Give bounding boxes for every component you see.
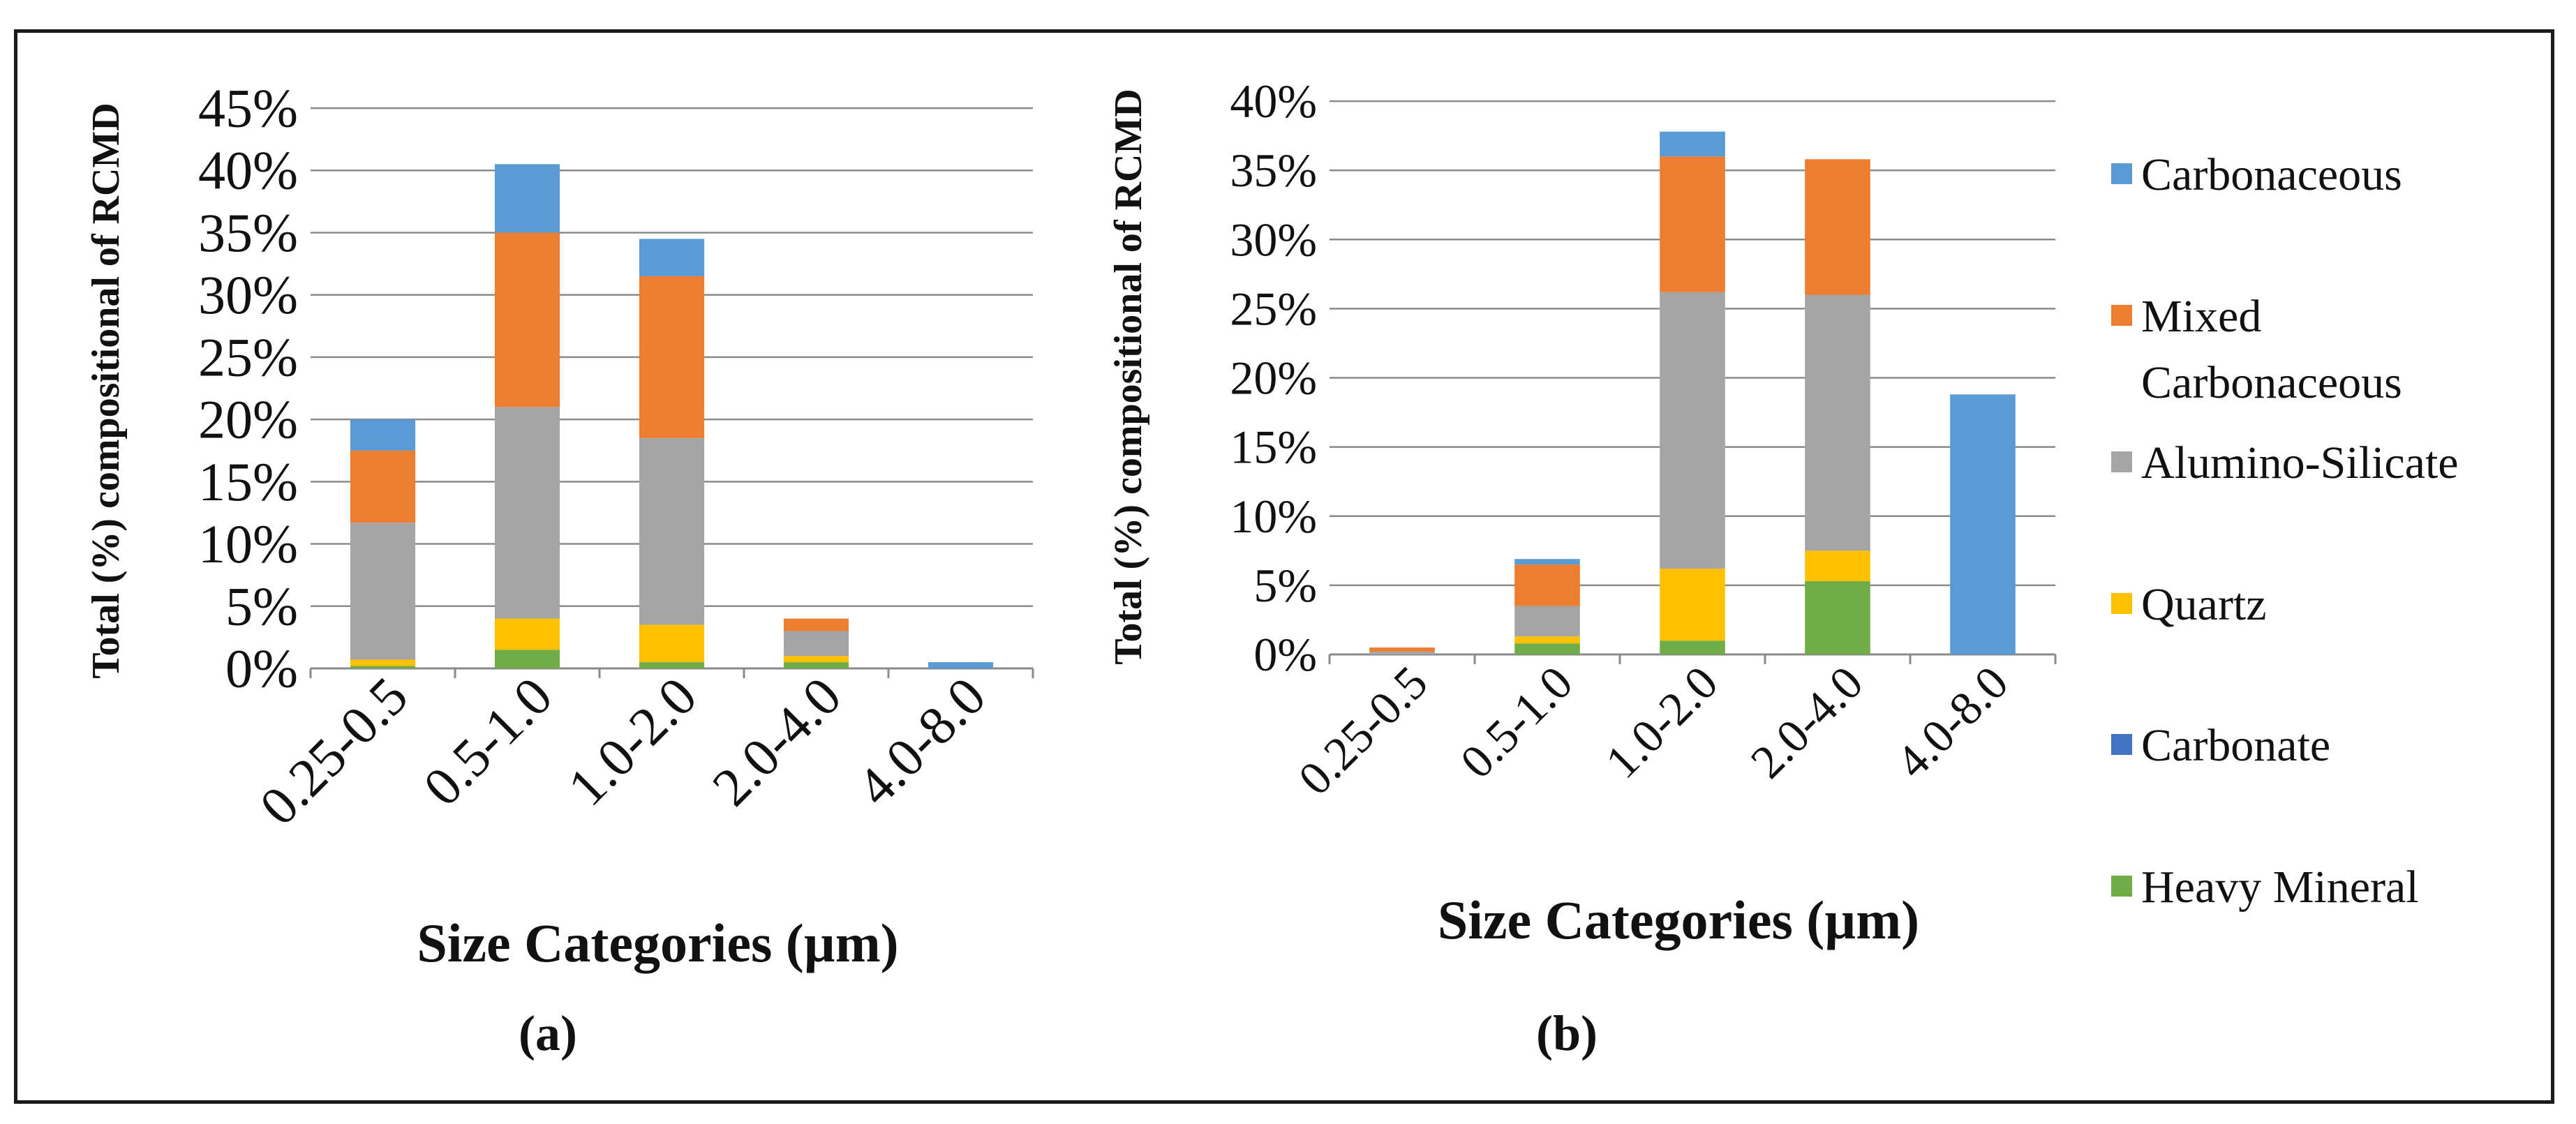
legend-item: Mixed Carbonaceous [2111,291,2402,408]
bar-segment-mixed-carbonaceous [783,618,849,631]
y-tick-label: 35% [1230,144,1317,197]
bar-segment-carbonaceous [350,419,416,451]
legend-label: Carbonaceous [2141,357,2402,408]
legend-item: Carbonaceous [2111,149,2402,200]
y-tick-label: 25% [198,327,298,387]
y-tick-label: 30% [1230,213,1317,266]
bar-segment-heavy-mineral [1514,643,1580,654]
bar-segment-alumino-silicate [1369,652,1435,654]
y-tick-label: 35% [198,202,298,263]
y-tick-label: 10% [198,514,298,574]
bar-segment-carbonaceous [639,239,705,276]
x-axis-title: Size Categories (µm) [1438,890,1919,950]
bar-segment-alumino-silicate [639,437,705,625]
y-axis-title: Total (%) compositional of RCMD [1107,89,1150,664]
legend-swatch [2111,163,2132,184]
legend-label: Quartz [2141,579,2267,630]
legend-label: Carbonate [2141,720,2330,771]
bar-segment-mixed-carbonaceous [494,232,560,407]
legend-item: Alumino-Silicate [2111,437,2459,488]
legend-swatch [2111,305,2132,326]
x-axis-title: Size Categories (µm) [417,913,898,973]
y-tick-label: 20% [198,389,298,450]
x-tick-label: 2.0-4.0 [701,666,853,818]
bar-segment-alumino-silicate [350,523,416,660]
legend-item: Heavy Mineral [2111,862,2419,913]
bar-segment-mixed-carbonaceous [350,450,416,523]
y-axis-title: Total (%) compositional of RCMD [84,103,128,678]
bar-segment-mixed-carbonaceous [1660,156,1725,292]
bar-segment-quartz [1660,569,1725,641]
legend-swatch [2111,593,2132,614]
bar-segment-carbonaceous [1660,131,1725,157]
legend-swatch [2111,876,2132,897]
legend-label: Carbonaceous [2141,149,2402,200]
bar-segment-quartz [494,618,560,650]
bar-segment-mixed-carbonaceous [1369,647,1435,652]
bar-segment-alumino-silicate [1514,606,1580,637]
legend-swatch [2111,734,2132,755]
y-tick-label: 40% [1230,75,1317,128]
bar-segment-quartz [1514,636,1580,644]
y-tick-label: 45% [198,78,298,139]
legend-item: Quartz [2111,579,2267,630]
chart-panel-a: 0%5%10%15%20%25%30%35%40%45%0.25-0.50.5-… [84,78,1034,1061]
y-tick-label: 0% [1253,628,1317,681]
bar-segment-carbonaceous [494,164,560,233]
bar-segment-mixed-carbonaceous [1805,159,1870,295]
legend: Carbonaceous Mixed Carbonaceous Alumino-Sil… [2111,149,2459,913]
bar-segment-quartz [350,659,416,666]
x-tick-label: 0.5-1.0 [412,666,564,818]
bar-segment-heavy-mineral [1805,580,1870,654]
legend-item: Carbonate [2111,720,2330,771]
bar-segment-mixed-carbonaceous [1514,564,1580,606]
panel-label: (a) [519,1005,577,1061]
legend-label: Mixed [2141,291,2261,342]
x-tick-label: 1.0-2.0 [1595,656,1728,788]
bar-segment-quartz [1805,550,1870,581]
x-tick-label: 4.0-8.0 [845,666,997,818]
x-tick-label: 2.0-4.0 [1741,656,1873,788]
legend-swatch [2111,451,2132,472]
y-tick-label: 15% [1230,421,1317,474]
y-tick-label: 20% [1230,352,1317,405]
y-tick-label: 0% [225,638,298,699]
bar-segment-heavy-mineral [783,662,849,668]
panel-label: (b) [1536,1005,1598,1061]
x-tick-label: 4.0-8.0 [1886,656,2018,788]
y-tick-label: 40% [198,140,298,201]
x-tick-label: 0.5-1.0 [1450,656,1583,788]
y-tick-label: 25% [1230,282,1317,335]
bar-segment-carbonaceous [1950,394,2016,654]
y-tick-label: 10% [1230,490,1317,543]
bar-segment-quartz [783,656,849,663]
legend-label: Alumino-Silicate [2141,437,2459,488]
bar-segment-alumino-silicate [494,407,560,619]
legend-label: Heavy Mineral [2141,862,2419,913]
y-tick-label: 5% [1253,559,1317,612]
chart-panel-b: 0%5%10%15%20%25%30%35%40%0.25-0.5 0.5-1.0… [1107,75,2057,1061]
bar-segment-heavy-mineral [639,662,705,668]
bar-segment-alumino-silicate [1660,292,1725,569]
bar-segment-heavy-mineral [1660,640,1725,654]
bar-segment-mixed-carbonaceous [639,276,705,438]
bar-segment-alumino-silicate [1805,294,1870,551]
y-tick-label: 5% [225,576,298,636]
bar-segment-heavy-mineral [350,666,416,668]
figure-frame [14,29,2554,1104]
bar-segment-quartz [639,624,705,663]
bar-segment-carbonaceous [1514,559,1580,565]
bar-segment-carbonaceous [928,662,994,668]
x-tick-label: 1.0-2.0 [556,666,708,818]
bar-segment-heavy-mineral [494,650,560,668]
bar-segment-alumino-silicate [783,631,849,657]
y-tick-label: 15% [198,451,298,512]
y-tick-label: 30% [198,264,298,325]
